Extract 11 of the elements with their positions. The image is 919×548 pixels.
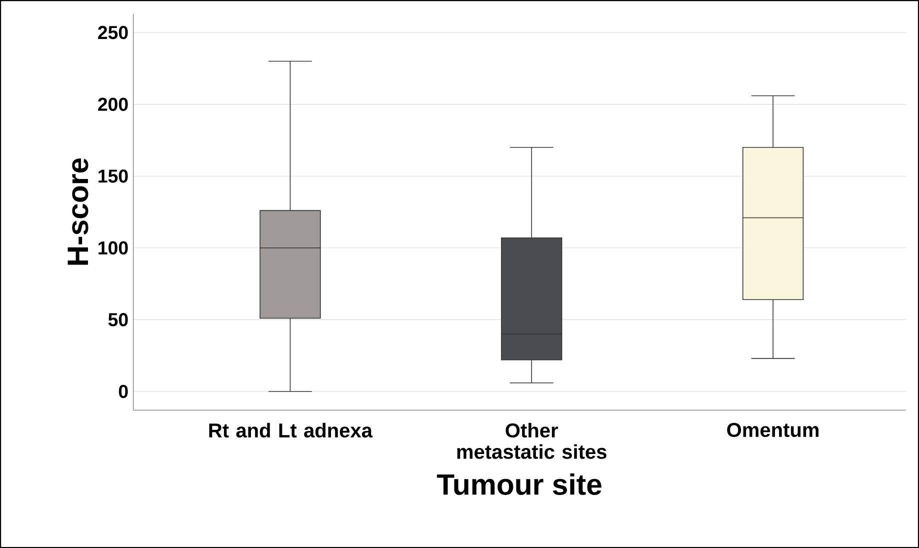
y-tick-label: 250 xyxy=(98,26,128,40)
x-tick-label: Rt and Lt adnexa xyxy=(209,422,373,438)
y-tick-label: 0 xyxy=(118,384,128,398)
x-tick-label: Omentum xyxy=(727,422,818,437)
y-tick-label: 200 xyxy=(98,98,128,111)
y-tick-label: 150 xyxy=(98,169,128,183)
y-axis-title: H-score xyxy=(68,158,88,265)
x-axis-title: Tumour site xyxy=(436,473,602,495)
y-tick-label: 50 xyxy=(108,313,128,326)
y-tick-label: 100 xyxy=(98,241,128,254)
x-tick-label: Other metastatic sites xyxy=(457,422,606,459)
